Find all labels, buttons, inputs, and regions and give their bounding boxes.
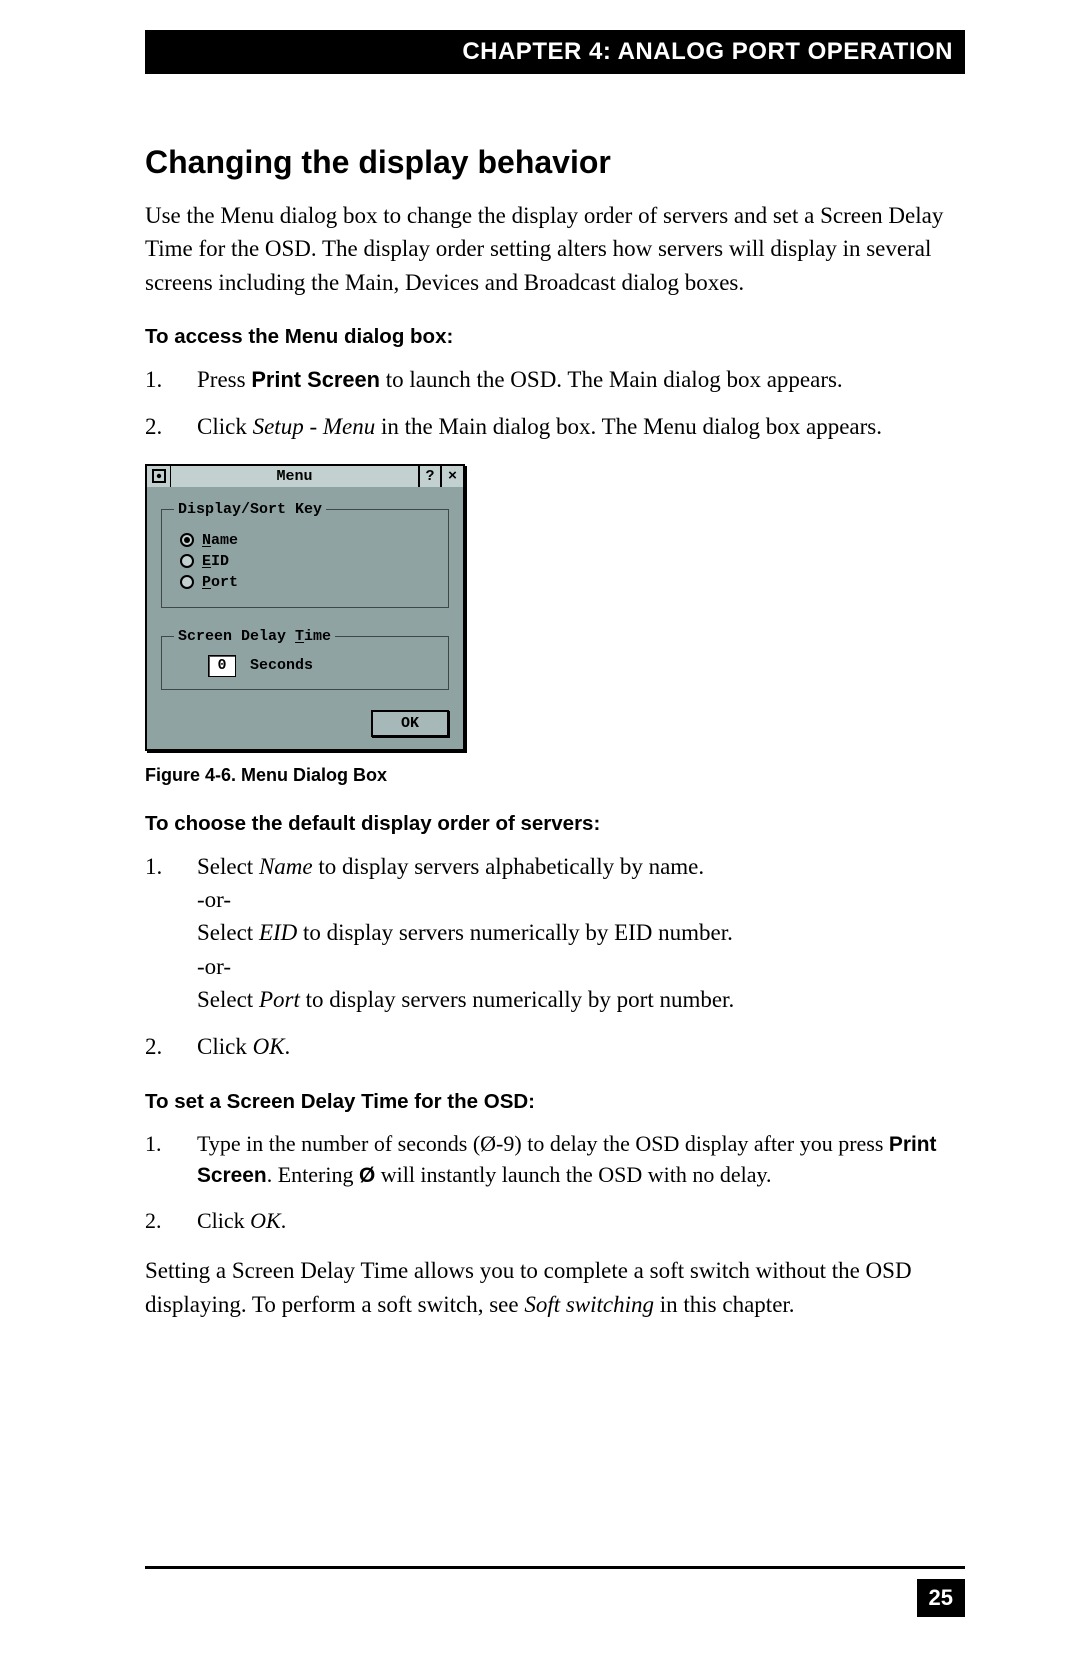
subhead-access-menu: To access the Menu dialog box: [145,325,965,349]
text: to display servers numerically by EID nu… [297,920,733,945]
radio-port[interactable]: Port [180,574,436,591]
subhead-set-delay: To set a Screen Delay Time for the OSD: [145,1090,965,1114]
ok-label: OK [250,1208,281,1233]
radio-eid[interactable]: EID [180,553,436,570]
text: . Entering [267,1162,359,1187]
radio-indicator [180,533,194,547]
or-text: -or- [197,887,231,912]
text: . [281,1208,287,1233]
soft-switching-ref: Soft switching [524,1292,654,1317]
text: in the Main dialog box. The Menu dialog … [375,414,882,439]
step-2: Click OK. [145,1030,965,1063]
text: Click [197,414,253,439]
text: to display servers numerically by port n… [300,987,734,1012]
eid-option: EID [259,920,297,945]
dialog-title: Menu [171,466,419,487]
text: Select [197,854,259,879]
dialog-body: Display/Sort Key Name EID Port Screen De… [147,487,463,749]
step-1: Press Print Screen to launch the OSD. Th… [145,363,965,396]
ok-button[interactable]: OK [371,710,449,737]
intro-paragraph: Use the Menu dialog box to change the di… [145,199,965,299]
text: to launch the OSD. The Main dialog box a… [380,367,843,392]
subhead-choose-order: To choose the default display order of s… [145,812,965,836]
zero-label: Ø [359,1164,375,1187]
setup-menu-label: Setup - Menu [253,414,376,439]
name-option: Name [259,854,313,879]
text: Type in the number of seconds (Ø-9) to d… [197,1131,889,1156]
group-legend: Screen Delay Time [174,628,335,645]
section-title: Changing the display behavior [145,144,965,181]
port-option: Port [259,987,300,1012]
text: will instantly launch the OSD with no de… [375,1162,771,1187]
radio-label: EID [202,553,229,570]
text: Select [197,920,259,945]
seconds-input[interactable]: 0 [208,655,236,677]
menu-dialog: Menu ? × Display/Sort Key Name EID Port [145,464,465,751]
help-icon[interactable]: ? [419,466,441,487]
screen-delay-time-group: Screen Delay Time 0 Seconds [161,628,449,690]
footer-rule [145,1566,965,1569]
text: . [285,1034,291,1059]
dialog-button-row: OK [161,710,449,737]
chapter-header-bar: CHAPTER 4: ANALOG PORT OPERATION [145,30,965,74]
menu-dialog-figure: Menu ? × Display/Sort Key Name EID Port [145,464,965,751]
step-2: Click OK. [145,1205,965,1236]
radio-name[interactable]: Name [180,532,436,549]
print-screen-label: Print Screen [251,367,380,392]
text: Click [197,1208,250,1233]
dialog-titlebar: Menu ? × [147,464,463,487]
or-text: -or- [197,954,231,979]
text: to display servers alphabetically by nam… [313,854,705,879]
step-2: Click Setup - Menu in the Main dialog bo… [145,410,965,443]
text: Click [197,1034,253,1059]
seconds-row: 0 Seconds [174,655,436,677]
seconds-label: Seconds [250,657,313,674]
steps-set-delay: Type in the number of seconds (Ø-9) to d… [145,1128,965,1237]
close-icon[interactable]: × [441,466,463,487]
steps-access-menu: Press Print Screen to launch the OSD. Th… [145,363,965,444]
system-menu-icon[interactable] [147,466,171,487]
radio-label: Port [202,574,238,591]
radio-indicator [180,575,194,589]
text: Select [197,987,259,1012]
figure-caption: Figure 4-6. Menu Dialog Box [145,765,965,786]
display-sort-key-group: Display/Sort Key Name EID Port [161,501,449,608]
group-legend: Display/Sort Key [174,501,326,518]
ok-label: OK [253,1034,285,1059]
step-1: Select Name to display servers alphabeti… [145,850,965,1017]
page-number: 25 [917,1579,965,1617]
closing-paragraph: Setting a Screen Delay Time allows you t… [145,1254,965,1321]
radio-indicator [180,554,194,568]
text: Press [197,367,251,392]
steps-choose-order: Select Name to display servers alphabeti… [145,850,965,1064]
radio-label: Name [202,532,238,549]
text: in this chapter. [654,1292,795,1317]
step-1: Type in the number of seconds (Ø-9) to d… [145,1128,965,1191]
